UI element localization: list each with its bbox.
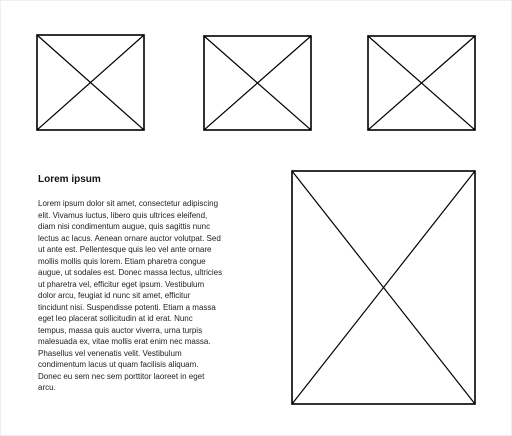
image-placeholder-icon <box>36 34 145 131</box>
paragraph-line: Donec eu sem nec sem porttitor laoreet i… <box>38 371 205 381</box>
paragraph-line: Lorem ipsum dolor sit amet, consectetur … <box>38 199 219 208</box>
paragraph-line: Phasellus vel venenatis velit. Vestibulu… <box>38 348 182 358</box>
paragraph-line: augue, ut sodales est. Donec massa lectu… <box>38 268 223 277</box>
paragraph-line: lectus ac lacus. Aenean ornare auctor vo… <box>38 233 221 243</box>
paragraph-line: arcu. <box>38 383 56 392</box>
paragraph-line: ut ante est. Pellentesque quis leo vel a… <box>38 245 212 254</box>
image-placeholder-icon <box>367 35 476 131</box>
body-paragraph: Lorem ipsum dolor sit amet, consectetur … <box>38 198 264 394</box>
paragraph-line: ut pharetra vel, efficitur eget ipsum. V… <box>38 279 205 289</box>
paragraph-line: eget leo placerat sollicitudin at id era… <box>38 314 193 323</box>
paragraph-line: tempus, massa quis auctor viverra, urna … <box>38 325 203 335</box>
image-placeholder-icon <box>203 35 312 131</box>
paragraph-line: condimentum lacus ut quam facilisis aliq… <box>38 360 199 369</box>
paragraph-line: tincidunt nisi. Suspendisse potenti. Eti… <box>38 302 216 312</box>
paragraph-line: dolor arcu, feugiat id nunc sit amet, ef… <box>38 291 191 300</box>
section-heading: Lorem ipsum <box>38 174 101 185</box>
paragraph-line: malesuada ex, vitae mollis erat enim nec… <box>38 337 211 346</box>
image-placeholder-top-right <box>367 35 476 131</box>
paragraph-line: elit. Vivamus luctus, libero quis ultric… <box>38 210 208 220</box>
image-placeholder-icon <box>291 170 476 405</box>
paragraph-line: diam nisi condimentum augue, quis sagitt… <box>38 222 211 231</box>
image-placeholder-top-middle <box>203 35 312 131</box>
paragraph-line: mollis mollis quis lorem. Etiam pharetra… <box>38 256 206 266</box>
image-placeholder-large <box>291 170 476 405</box>
image-placeholder-top-left <box>36 34 145 131</box>
